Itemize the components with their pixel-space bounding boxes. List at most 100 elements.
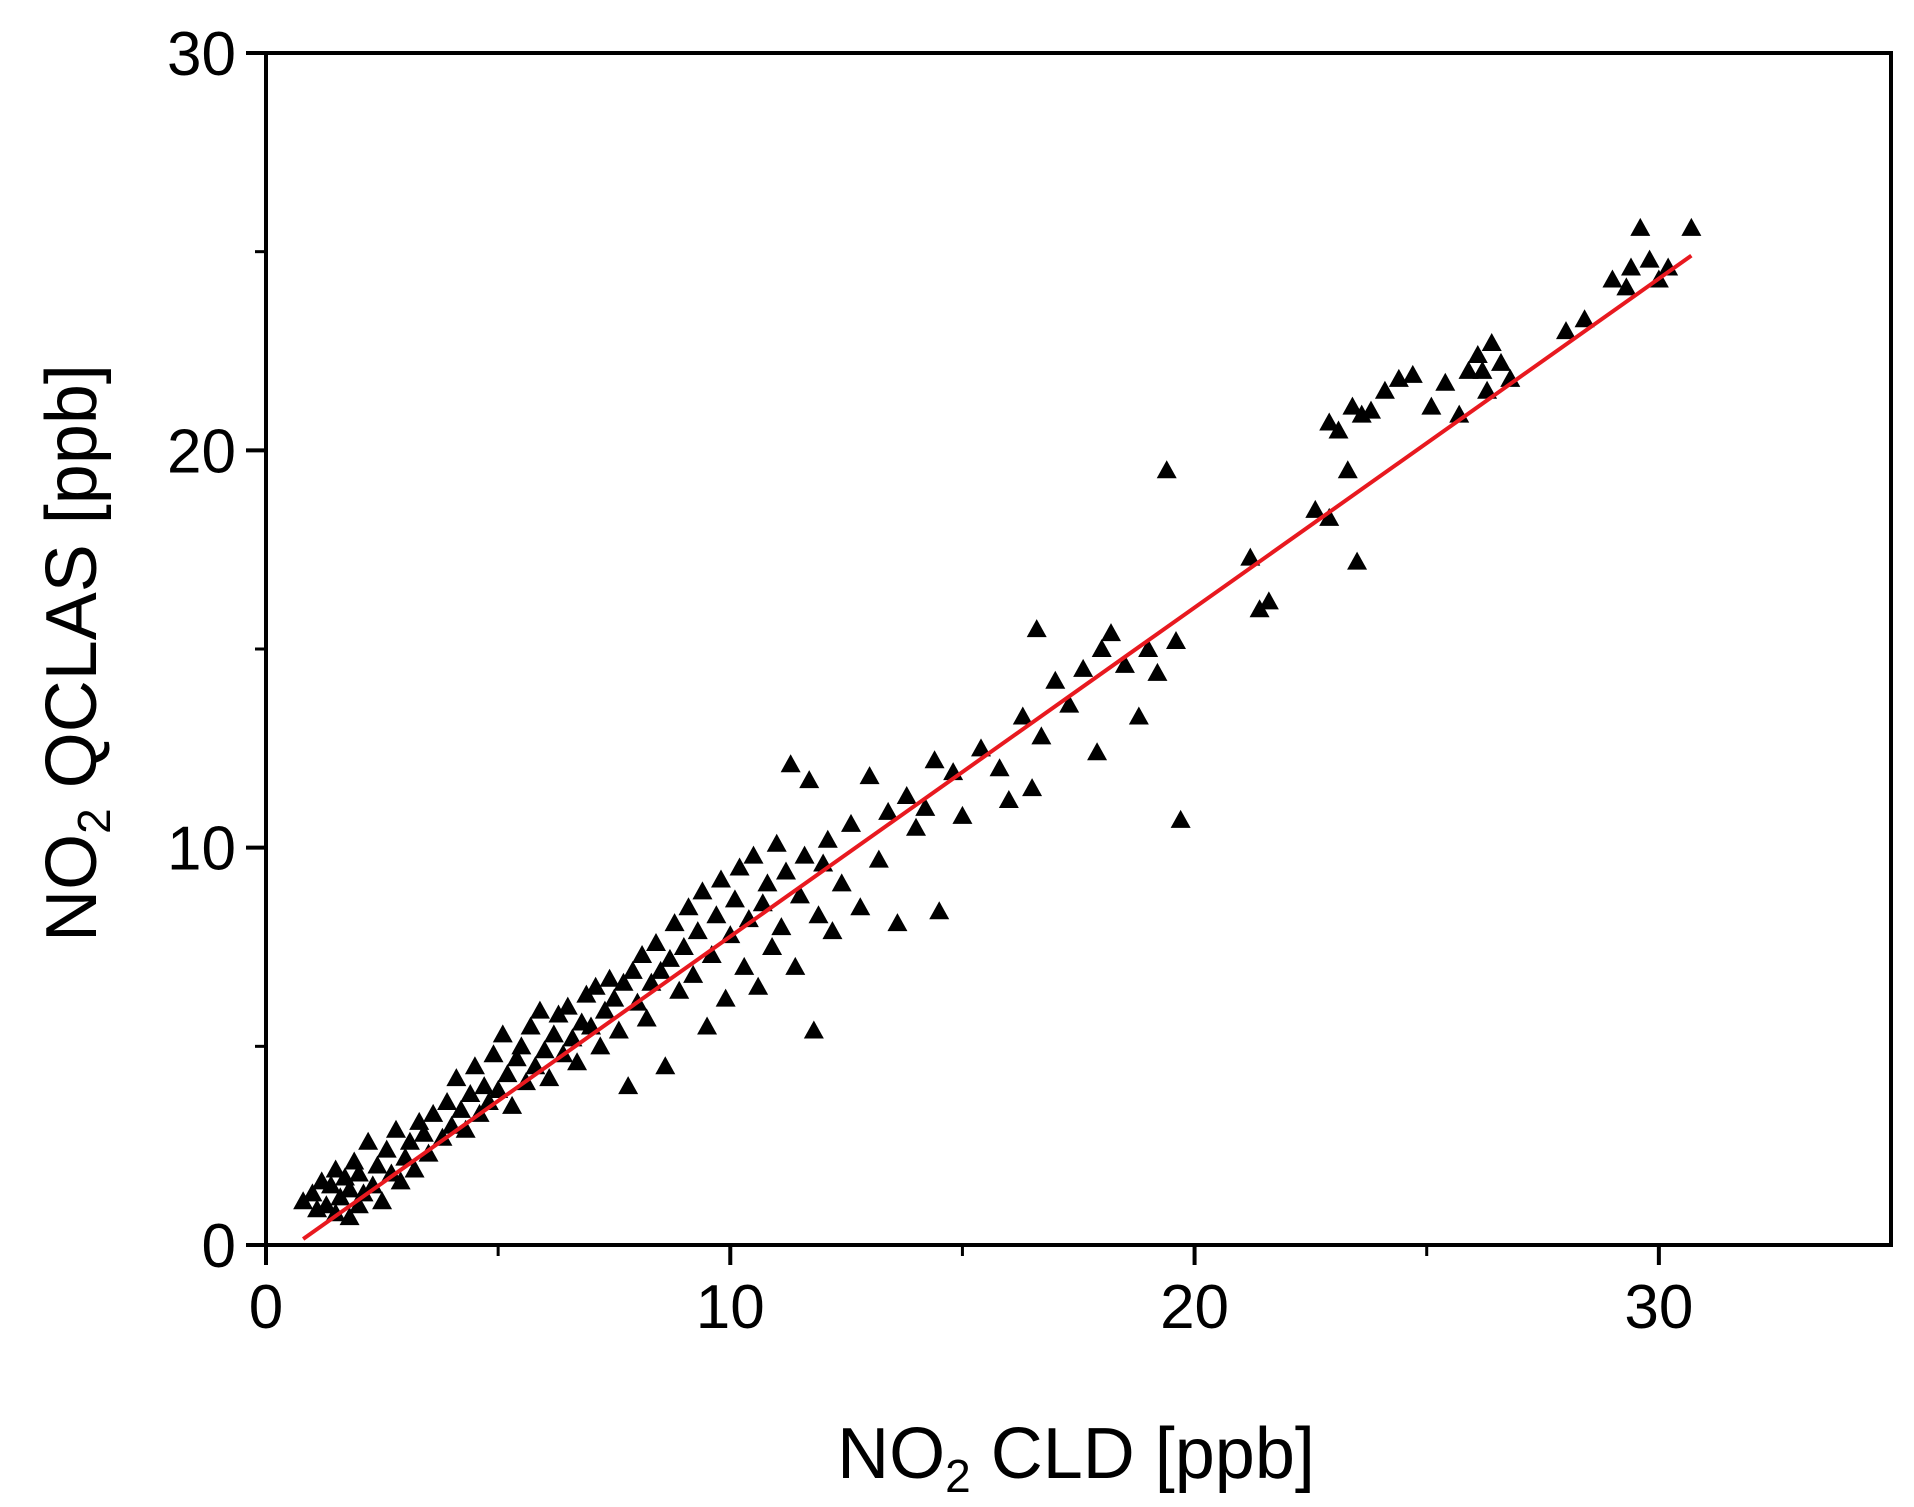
data-point — [423, 1103, 444, 1122]
data-point — [599, 968, 620, 987]
data-point — [1347, 551, 1368, 570]
data-point — [1658, 257, 1679, 276]
data-point — [673, 937, 694, 955]
data-point — [1602, 269, 1623, 288]
data-point — [924, 750, 945, 769]
data-point — [432, 1127, 453, 1146]
data-point — [1337, 460, 1358, 479]
data-point — [604, 988, 625, 1007]
y-tick-label: 30 — [167, 20, 236, 89]
y-axis-label: NO2 QCLAS [ppb] — [32, 364, 120, 942]
data-point — [585, 976, 606, 995]
data-point — [697, 1016, 718, 1035]
data-point — [590, 1036, 611, 1055]
data-point — [497, 1064, 518, 1083]
data-point — [1402, 364, 1423, 383]
data-point — [502, 1095, 523, 1114]
data-point — [678, 897, 699, 916]
data-point — [339, 1179, 360, 1198]
data-point — [1472, 360, 1493, 379]
data-point — [339, 1207, 360, 1226]
data-point — [632, 944, 653, 963]
data-point — [822, 921, 843, 940]
data-point — [511, 1036, 532, 1055]
data-point — [534, 1040, 555, 1059]
data-point — [1630, 217, 1651, 236]
data-point — [808, 905, 829, 924]
data-point — [413, 1123, 434, 1142]
data-point — [321, 1175, 341, 1194]
data-point — [683, 964, 704, 983]
data-point — [529, 1000, 550, 1019]
data-point — [1258, 591, 1279, 610]
data-point — [399, 1131, 420, 1150]
data-point — [878, 801, 899, 820]
y-tick-label: 10 — [167, 815, 236, 884]
data-point — [715, 988, 736, 1007]
data-point — [868, 849, 889, 868]
data-point — [474, 1076, 495, 1095]
data-point — [817, 829, 838, 848]
data-point — [1319, 507, 1340, 526]
data-point — [1170, 809, 1191, 828]
data-point — [1114, 654, 1135, 673]
data-point — [1639, 249, 1660, 268]
data-point — [1574, 309, 1595, 328]
data-point — [376, 1139, 397, 1158]
data-point — [302, 1183, 323, 1202]
data-point — [348, 1195, 369, 1214]
data-point — [1026, 619, 1047, 638]
data-point — [752, 893, 773, 912]
x-tick-label: 0 — [249, 1273, 283, 1342]
data-point — [655, 1056, 676, 1075]
data-point — [613, 972, 634, 991]
x-tick-label: 10 — [696, 1273, 765, 1342]
data-point — [1147, 662, 1168, 681]
data-point — [1481, 333, 1502, 352]
data-point — [906, 817, 926, 836]
data-point — [915, 797, 936, 816]
data-point — [1681, 217, 1702, 236]
data-point — [1616, 277, 1637, 296]
data-point — [492, 1024, 513, 1043]
data-point — [381, 1163, 402, 1182]
data-point — [594, 1000, 615, 1019]
data-point — [1421, 396, 1442, 415]
data-point — [1240, 547, 1261, 566]
data-point — [1059, 694, 1080, 713]
data-point — [636, 1008, 657, 1027]
data-point — [1073, 658, 1094, 677]
data-point — [367, 1155, 388, 1174]
data-point — [460, 1084, 481, 1103]
y-axis-ticks: 0 10 20 30 — [167, 20, 266, 1281]
data-point — [659, 948, 680, 967]
data-point — [794, 845, 815, 864]
data-point — [543, 1024, 564, 1043]
data-point — [780, 754, 801, 773]
data-point — [738, 909, 759, 928]
data-point — [1166, 631, 1186, 650]
data-point — [451, 1099, 471, 1118]
data-point — [1022, 778, 1043, 797]
data-point — [929, 901, 950, 920]
data-point — [771, 917, 792, 936]
data-point — [567, 1052, 588, 1071]
data-point — [669, 980, 690, 999]
data-point — [1556, 321, 1576, 340]
data-point — [390, 1171, 411, 1190]
data-point — [557, 996, 578, 1015]
x-axis-label: NO2 CLD [ppb] — [837, 1414, 1315, 1502]
data-point — [850, 897, 871, 916]
data-points — [293, 217, 1702, 1226]
x-axis-ticks: 0 10 20 30 — [249, 1245, 1693, 1342]
data-point — [464, 1056, 485, 1075]
data-point — [325, 1159, 346, 1178]
data-point — [1319, 412, 1340, 431]
data-point — [724, 889, 745, 908]
data-point — [1435, 372, 1456, 391]
data-point — [887, 913, 908, 932]
data-point — [762, 937, 783, 955]
data-point — [803, 1020, 824, 1039]
data-point — [1128, 706, 1149, 725]
